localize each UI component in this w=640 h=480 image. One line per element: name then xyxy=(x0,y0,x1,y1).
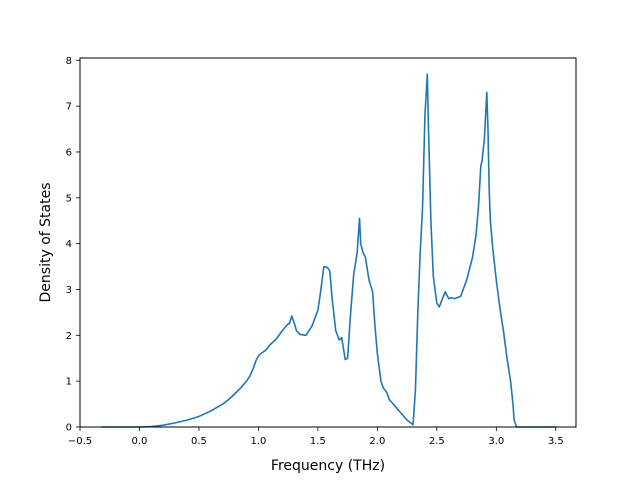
x-tick-label: −0.5 xyxy=(68,436,92,447)
y-tick-label: 3 xyxy=(66,285,72,296)
y-tick-label: 2 xyxy=(66,331,72,342)
y-tick-label: 0 xyxy=(66,423,72,434)
x-tick-label: 2.5 xyxy=(429,436,445,447)
x-axis-ticks: −0.5 0.0 0.5 1.0 1.5 2.0 2.5 3.0 3.5 xyxy=(68,427,564,447)
x-tick-label: 3.0 xyxy=(488,436,504,447)
x-tick-label: 1.0 xyxy=(250,436,266,447)
y-tick-label: 5 xyxy=(66,193,72,204)
y-tick-label: 4 xyxy=(66,239,72,250)
y-axis-ticks: 0 1 2 3 4 5 6 7 8 xyxy=(66,56,80,434)
x-tick-label: 3.5 xyxy=(548,436,564,447)
series-layer xyxy=(101,73,556,428)
x-tick-label: 0.0 xyxy=(132,436,148,447)
y-tick-label: 6 xyxy=(66,147,72,158)
x-tick-label: 0.5 xyxy=(191,436,207,447)
dos-series-line-0 xyxy=(101,73,556,428)
x-tick-label: 2.0 xyxy=(369,436,385,447)
x-tick-label: 1.5 xyxy=(310,436,326,447)
x-axis-label: Frequency (THz) xyxy=(271,458,385,474)
y-axis-label: Density of States xyxy=(38,183,54,303)
plot-frame xyxy=(79,57,577,428)
y-tick-label: 1 xyxy=(66,377,72,388)
y-tick-label: 7 xyxy=(66,102,72,113)
y-tick-label: 8 xyxy=(66,56,72,67)
